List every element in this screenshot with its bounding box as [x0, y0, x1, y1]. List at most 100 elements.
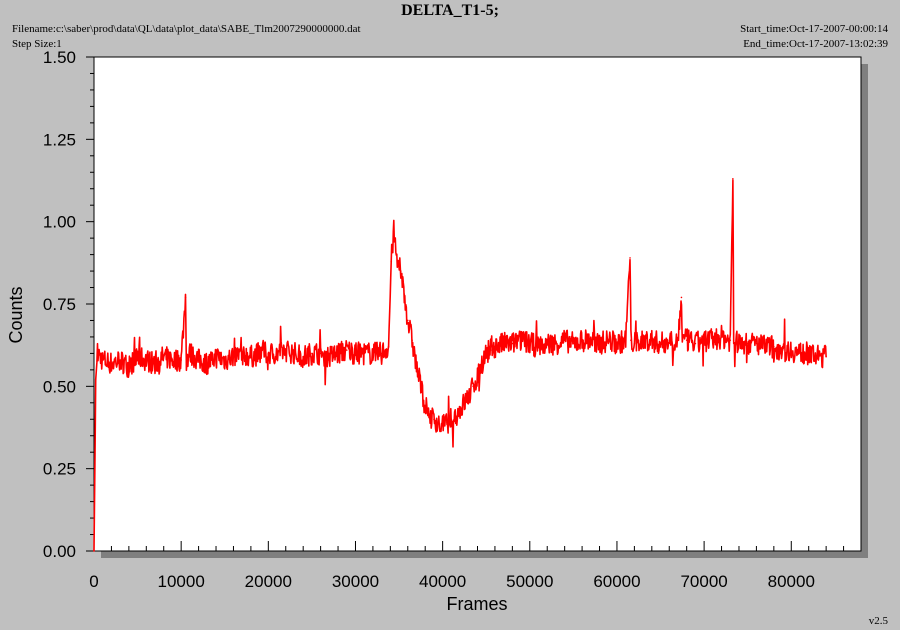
step-size-label: Step Size:1: [12, 38, 62, 50]
y-tick-label: 0.50: [43, 377, 76, 396]
data-point: [311, 352, 313, 355]
data-point: [694, 342, 697, 345]
data-point: [630, 339, 632, 342]
data-point: [372, 352, 374, 355]
data-point: [215, 355, 217, 358]
data-point: [284, 349, 287, 351]
end-time-label: End_time:Oct-17-2007-13:02:39: [743, 38, 888, 50]
data-point: [162, 355, 165, 358]
data-point: [441, 425, 444, 427]
data-point: [328, 355, 331, 358]
data-point: [659, 342, 662, 345]
y-tick-label: 1.25: [43, 130, 76, 149]
data-point: [485, 352, 488, 355]
data-point: [94, 378, 97, 381]
data-point: [790, 349, 793, 351]
data-point: [732, 339, 735, 342]
data-point: [773, 346, 775, 348]
data-point: [337, 352, 339, 355]
data-point: [206, 362, 209, 365]
data-point: [685, 339, 688, 342]
data-point: [380, 352, 383, 355]
x-axis-label: Frames: [446, 594, 507, 614]
y-axis: 0.00 0.25 0.50 0.75 1.00 1.25 1.50: [43, 48, 94, 561]
data-point: [816, 355, 819, 358]
data-point: [651, 339, 653, 342]
data-point: [319, 352, 322, 355]
x-tick-label: 10000: [158, 572, 205, 591]
data-point: [472, 385, 474, 388]
x-tick-label: 50000: [506, 572, 553, 591]
data-point: [110, 362, 113, 365]
data-point: [171, 359, 174, 361]
data-point: [302, 355, 304, 358]
data-point: [136, 355, 139, 358]
data-point: [572, 342, 575, 345]
series-group: [93, 178, 827, 552]
y-tick-label: 0.25: [43, 460, 76, 479]
data-point: [428, 415, 431, 417]
data-point: [807, 352, 810, 355]
data-point: [363, 352, 365, 355]
data-point: [680, 296, 683, 299]
data-point: [463, 402, 466, 404]
data-point: [537, 346, 540, 348]
data-point: [197, 359, 200, 361]
data-point: [729, 339, 732, 342]
data-point: [96, 352, 99, 355]
data-point: [450, 418, 453, 421]
data-point: [712, 339, 714, 342]
data-point: [511, 342, 514, 345]
x-tick-label: 40000: [419, 572, 466, 591]
series-line: [93, 179, 827, 552]
data-point: [781, 349, 784, 351]
data-point: [354, 352, 357, 355]
data-point: [189, 352, 191, 355]
data-point: [607, 339, 610, 342]
data-point: [677, 339, 679, 342]
data-point: [403, 293, 406, 295]
data-point: [258, 352, 261, 355]
data-point: [387, 346, 390, 348]
plot-area: [93, 56, 862, 552]
data-point: [145, 359, 148, 361]
data-point: [642, 339, 644, 342]
data-point: [93, 550, 95, 552]
version-label: v2.5: [868, 615, 888, 627]
data-point: [746, 342, 749, 345]
data-point: [590, 339, 592, 342]
data-point: [720, 336, 723, 338]
filename-label: Filename:c:\saber\prod\data\QL\data\plot…: [12, 23, 361, 35]
data-point: [345, 349, 348, 351]
chart-title: DELTA_T1-5;: [401, 2, 499, 19]
data-point: [489, 349, 492, 351]
data-point: [396, 263, 399, 266]
data-point: [732, 178, 734, 180]
data-point: [494, 346, 496, 348]
data-point: [467, 395, 470, 398]
x-tick-label: 0: [89, 572, 98, 591]
data-point: [180, 359, 182, 361]
data-point: [406, 319, 409, 322]
start-time-label: Start_time:Oct-17-2007-00:00:14: [740, 23, 888, 35]
data-point: [629, 257, 631, 259]
x-axis: 0 10000 20000 30000 40000 50000 60000 70000 8000…: [89, 541, 845, 591]
data-point: [250, 355, 252, 358]
data-point: [293, 352, 296, 355]
data-point: [420, 385, 422, 388]
data-point: [119, 359, 121, 361]
data-point: [223, 359, 226, 361]
data-point: [459, 408, 461, 411]
data-point: [232, 355, 235, 358]
x-tick-label: 60000: [593, 572, 640, 591]
data-point: [446, 421, 448, 424]
data-point: [400, 270, 402, 272]
data-point: [411, 339, 413, 342]
data-point: [764, 346, 766, 348]
data-point: [433, 418, 435, 421]
y-tick-label: 0.75: [43, 295, 76, 314]
data-point: [738, 342, 740, 345]
data-point: [476, 375, 479, 378]
data-point: [633, 342, 636, 345]
